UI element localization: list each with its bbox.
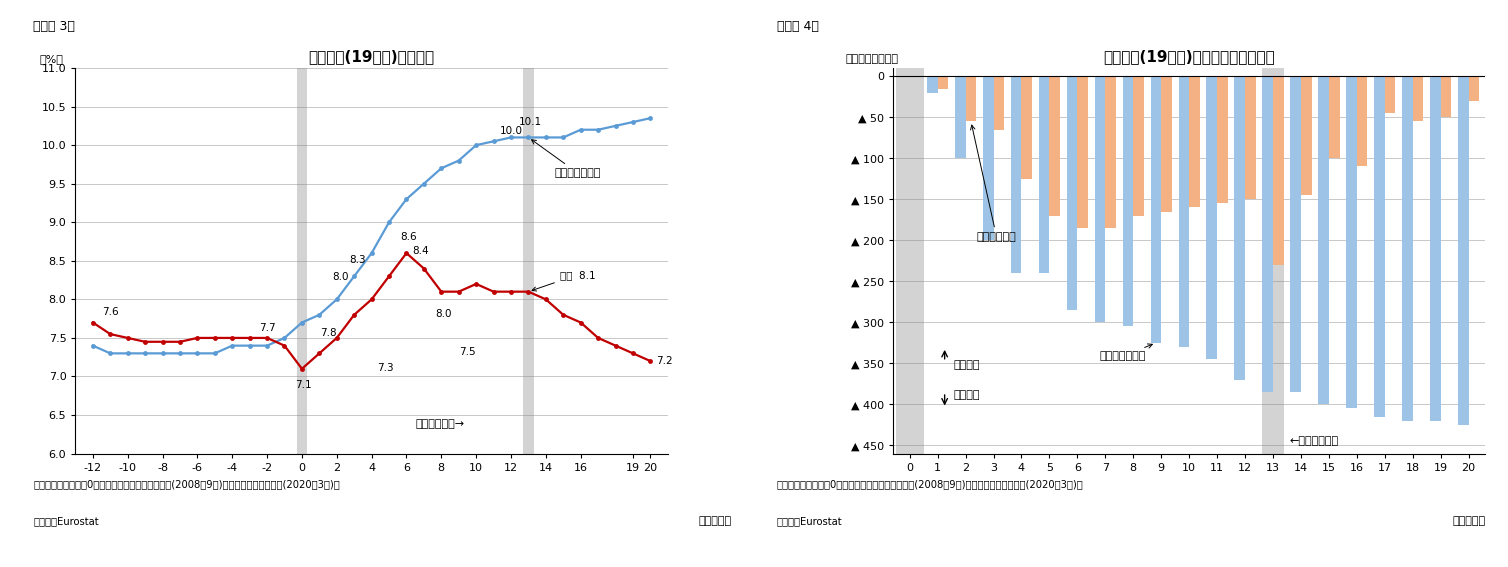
Bar xyxy=(1440,76,1451,117)
Text: 今回  8.1: 今回 8.1 xyxy=(532,270,596,291)
Bar xyxy=(1291,76,1301,392)
Bar xyxy=(1469,76,1479,101)
Text: 失業者増: 失業者増 xyxy=(953,390,980,400)
Bar xyxy=(1134,76,1145,215)
Text: コロナ危機時: コロナ危機時 xyxy=(971,125,1016,242)
Bar xyxy=(1039,76,1050,273)
Bar xyxy=(1190,76,1200,208)
Bar xyxy=(1105,76,1116,228)
Text: 7.5: 7.5 xyxy=(458,347,475,357)
Bar xyxy=(297,68,308,454)
Bar xyxy=(1402,76,1413,421)
Text: 7.2: 7.2 xyxy=(656,356,673,366)
Bar xyxy=(1010,76,1021,273)
Bar xyxy=(1151,76,1161,343)
Bar xyxy=(1384,76,1395,113)
Bar xyxy=(1021,76,1031,179)
Text: 10.0: 10.0 xyxy=(499,126,522,136)
Bar xyxy=(1374,76,1384,417)
Bar xyxy=(1095,76,1105,323)
Bar xyxy=(1347,76,1357,408)
Text: 10.1: 10.1 xyxy=(519,117,541,128)
Bar xyxy=(1066,76,1077,310)
Text: （注）季節調整値、0は「リーマンブラザーズ破綻(2008年9月)」、「コロナショック(2020年3月)」: （注）季節調整値、0は「リーマンブラザーズ破綻(2008年9月)」、「コロナショ… xyxy=(33,479,339,489)
Text: 失業者減: 失業者減 xyxy=(953,360,980,370)
Bar xyxy=(1179,76,1190,347)
Bar xyxy=(983,76,994,240)
Text: 7.3: 7.3 xyxy=(377,363,394,373)
Bar xyxy=(938,76,949,88)
Text: （資料）Eurostat: （資料）Eurostat xyxy=(33,516,100,526)
Bar xyxy=(1262,68,1285,454)
Text: 8.0: 8.0 xyxy=(332,272,348,282)
Text: 8.6: 8.6 xyxy=(400,231,416,242)
Bar xyxy=(955,76,965,158)
Bar xyxy=(896,68,924,454)
Text: 8.3: 8.3 xyxy=(350,255,366,265)
Text: 世界金融危機時: 世界金融危機時 xyxy=(1099,344,1152,361)
Text: 7.6: 7.6 xyxy=(103,307,119,317)
Bar xyxy=(965,76,976,121)
Text: ←欧州債務危機: ←欧州債務危機 xyxy=(1289,436,1339,446)
Text: （経過月）: （経過月） xyxy=(1452,516,1485,526)
Bar xyxy=(927,76,938,92)
Bar xyxy=(1458,76,1469,425)
Bar xyxy=(1318,76,1329,404)
Text: （%）: （%） xyxy=(39,54,63,64)
Bar xyxy=(1413,76,1424,121)
Bar xyxy=(1329,76,1339,158)
Text: 8.0: 8.0 xyxy=(434,308,451,319)
Bar xyxy=(994,76,1004,130)
Text: （図表 4）: （図表 4） xyxy=(777,20,819,33)
Bar xyxy=(1262,76,1273,392)
Text: （資料）Eurostat: （資料）Eurostat xyxy=(777,516,843,526)
Text: 欧州債務危機→: 欧州債務危機→ xyxy=(415,420,464,429)
Bar xyxy=(1430,76,1440,421)
Text: 7.8: 7.8 xyxy=(320,328,336,338)
Bar xyxy=(523,68,534,454)
Bar xyxy=(1357,76,1368,167)
Title: ユーロ圏(19か国)の失業率: ユーロ圏(19か国)の失業率 xyxy=(309,49,434,64)
Bar xyxy=(1301,76,1312,195)
Bar xyxy=(1050,76,1060,215)
Bar xyxy=(1161,76,1172,211)
Bar xyxy=(1122,76,1134,327)
Text: （図表 3）: （図表 3） xyxy=(33,20,75,33)
Bar xyxy=(1246,76,1256,199)
Bar xyxy=(1273,76,1283,265)
Text: （経過月）: （経過月） xyxy=(698,516,731,526)
Bar xyxy=(1217,76,1228,204)
Bar xyxy=(1206,76,1217,359)
Title: ユーロ圏(19か国)の累積失業者数変化: ユーロ圏(19か国)の累積失業者数変化 xyxy=(1104,49,1276,64)
Text: 世界金融危機時: 世界金融危機時 xyxy=(531,139,602,178)
Text: 7.1: 7.1 xyxy=(296,380,312,390)
Text: （注）季節調整値、0は「リーマンブラザーズ破綻(2008年9月)」、「コロナショック(2020年3月)」: （注）季節調整値、0は「リーマンブラザーズ破綻(2008年9月)」、「コロナショ… xyxy=(777,479,1083,489)
Text: （基準差、万人）: （基準差、万人） xyxy=(846,54,899,64)
Text: 7.7: 7.7 xyxy=(259,323,276,332)
Bar xyxy=(1235,76,1246,380)
Bar xyxy=(1077,76,1087,228)
Text: 8.4: 8.4 xyxy=(412,246,428,256)
